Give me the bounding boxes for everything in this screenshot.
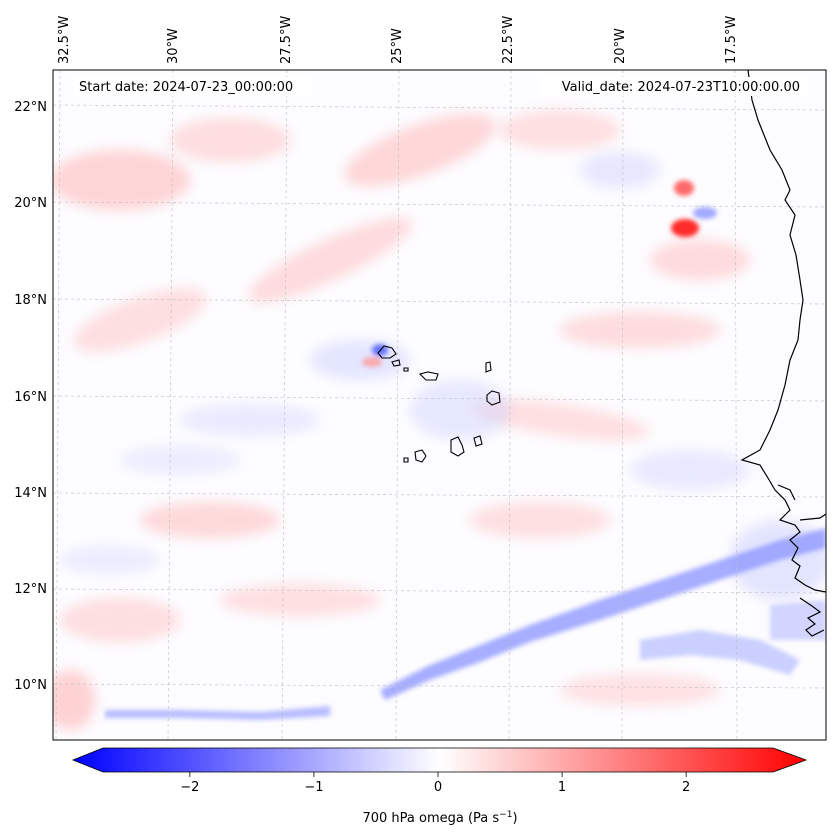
lat-label-10n: 10°N bbox=[14, 678, 47, 693]
coastlines bbox=[740, 70, 826, 637]
valid-date-label: Valid_date: 2024-07-23T10:00:00.00 bbox=[562, 80, 800, 95]
colorbar-tick-labels: −2 −1 0 1 2 bbox=[180, 780, 690, 795]
longitude-labels: 32.5°W 30°W 27.5°W 25°W 22.5°W 20°W 17.5… bbox=[57, 16, 739, 64]
colorbar-label: 700 hPa omega (Pa s−1) bbox=[362, 810, 517, 826]
lon-label-27-5w: 27.5°W bbox=[279, 16, 294, 64]
lat-label-16n: 16°N bbox=[14, 390, 47, 405]
colorbar-tick-label: 2 bbox=[682, 780, 690, 795]
ascent-band bbox=[105, 528, 826, 720]
start-date-box bbox=[73, 77, 313, 96]
latitude-labels: 22°N 20°N 18°N 16°N 14°N 12°N 10°N bbox=[14, 100, 47, 693]
lat-label-18n: 18°N bbox=[14, 293, 47, 308]
strong-cells bbox=[362, 180, 717, 367]
colorbar-ticks bbox=[189, 772, 687, 777]
colorbar-gradient bbox=[71, 747, 808, 773]
map-panel: Start date: 2024-07-23_00:00:00 Valid_da… bbox=[52, 69, 827, 741]
colorbar: −2 −1 0 1 2 700 hPa omega (Pa s−1) bbox=[71, 747, 808, 826]
lon-label-17-5w: 17.5°W bbox=[724, 16, 739, 64]
african-coastline bbox=[740, 70, 826, 593]
colorbar-tick-label: 0 bbox=[434, 780, 442, 795]
colorbar-tick-label: 1 bbox=[558, 780, 566, 795]
cape-verde-islands bbox=[377, 345, 501, 463]
map-frame bbox=[52, 69, 827, 741]
lat-label-12n: 12°N bbox=[14, 582, 47, 597]
lon-label-25w: 25°W bbox=[390, 28, 405, 64]
gridlines bbox=[53, 70, 826, 740]
omega-field bbox=[53, 70, 826, 740]
lat-label-20n: 20°N bbox=[14, 196, 47, 211]
lon-label-20w: 20°W bbox=[613, 28, 628, 64]
lat-label-22n: 22°N bbox=[14, 100, 47, 115]
lat-label-14n: 14°N bbox=[14, 486, 47, 501]
colorbar-tick-label: −2 bbox=[180, 780, 199, 795]
lon-label-32-5w: 32.5°W bbox=[57, 16, 72, 64]
descent-patches bbox=[53, 110, 750, 730]
lon-label-22-5w: 22.5°W bbox=[501, 16, 516, 64]
lon-label-30w: 30°W bbox=[166, 28, 181, 64]
valid-date-box bbox=[540, 77, 808, 96]
colorbar-tick-label: −1 bbox=[304, 780, 323, 795]
start-date-label: Start date: 2024-07-23_00:00:00 bbox=[79, 80, 293, 95]
